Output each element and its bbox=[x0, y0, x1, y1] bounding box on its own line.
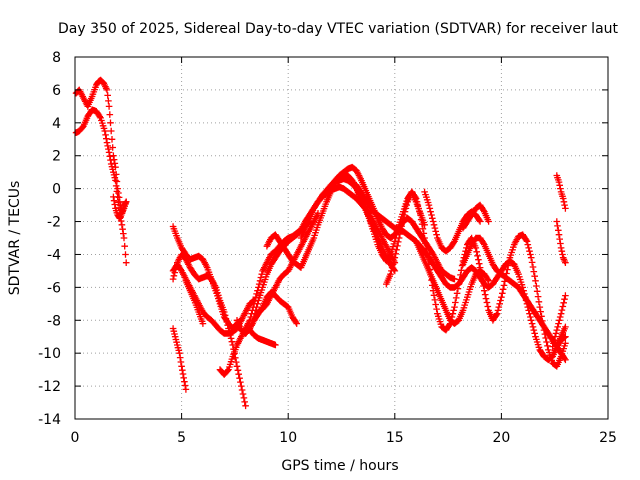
series-markers bbox=[110, 193, 130, 222]
x-tick-label: 10 bbox=[279, 430, 297, 446]
x-tick-label: 5 bbox=[177, 430, 186, 446]
data-series-arc-25 bbox=[549, 292, 569, 350]
series-markers bbox=[182, 277, 207, 327]
y-tick-label: 4 bbox=[52, 116, 61, 132]
plot-frame bbox=[74, 56, 609, 420]
series-markers bbox=[169, 325, 190, 393]
x-axis-label: GPS time / hours bbox=[281, 458, 398, 474]
y-tick-label: 6 bbox=[52, 83, 61, 99]
data-series-arc-26 bbox=[549, 323, 569, 360]
axis-ticks bbox=[74, 56, 609, 420]
y-tick-label: -10 bbox=[38, 346, 61, 362]
y-tick-label: 0 bbox=[52, 182, 61, 198]
y-tick-labels: -14 -12 -10 -8 -6 -4 -2 0 2 4 6 8 bbox=[38, 50, 61, 428]
x-tick-label: 20 bbox=[492, 430, 510, 446]
chart-title: Day 350 of 2025, Sidereal Day-to-day VTE… bbox=[58, 21, 619, 37]
series-markers bbox=[72, 76, 130, 217]
x-tick-labels: 0 5 10 15 20 25 bbox=[71, 430, 617, 446]
series-markers bbox=[553, 172, 569, 212]
data-series-arc-1 bbox=[72, 76, 130, 217]
series-markers bbox=[412, 238, 492, 327]
series-markers bbox=[553, 218, 569, 266]
series-markers bbox=[246, 326, 279, 349]
y-tick-label: -4 bbox=[47, 247, 61, 263]
data-series-arc-22 bbox=[459, 201, 492, 232]
y-tick-label: -2 bbox=[47, 215, 61, 231]
y-tick-label: -12 bbox=[38, 379, 61, 395]
data-series-arc-11 bbox=[238, 289, 300, 337]
series-markers bbox=[549, 323, 569, 360]
series-markers bbox=[238, 289, 300, 337]
x-tick-label: 15 bbox=[386, 430, 404, 446]
grid-lines bbox=[75, 57, 608, 419]
data-series-arc-8 bbox=[169, 325, 190, 393]
x-tick-label: 25 bbox=[599, 430, 617, 446]
series-markers bbox=[549, 292, 569, 350]
y-tick-label: 8 bbox=[52, 50, 61, 66]
data-series-arc-23 bbox=[553, 172, 569, 212]
data-series-arc-2 bbox=[72, 106, 130, 266]
y-tick-label: -8 bbox=[47, 313, 61, 329]
x-tick-label: 0 bbox=[71, 430, 80, 446]
data-series-arc-3 bbox=[110, 193, 130, 222]
series-layer bbox=[72, 76, 569, 410]
y-tick-label: -6 bbox=[47, 280, 61, 296]
series-markers bbox=[72, 106, 130, 266]
data-series-arc-19 bbox=[412, 238, 492, 327]
y-axis-label: SDTVAR / TECUs bbox=[7, 181, 23, 296]
series-markers bbox=[459, 201, 492, 232]
y-tick-label: 2 bbox=[52, 149, 61, 165]
series-markers bbox=[233, 210, 322, 337]
data-series-arc-7 bbox=[182, 277, 207, 327]
data-series-arc-12 bbox=[246, 326, 279, 349]
data-series-arc-10 bbox=[233, 210, 322, 337]
data-series-arc-24 bbox=[553, 218, 569, 266]
y-tick-label: -14 bbox=[38, 412, 61, 428]
